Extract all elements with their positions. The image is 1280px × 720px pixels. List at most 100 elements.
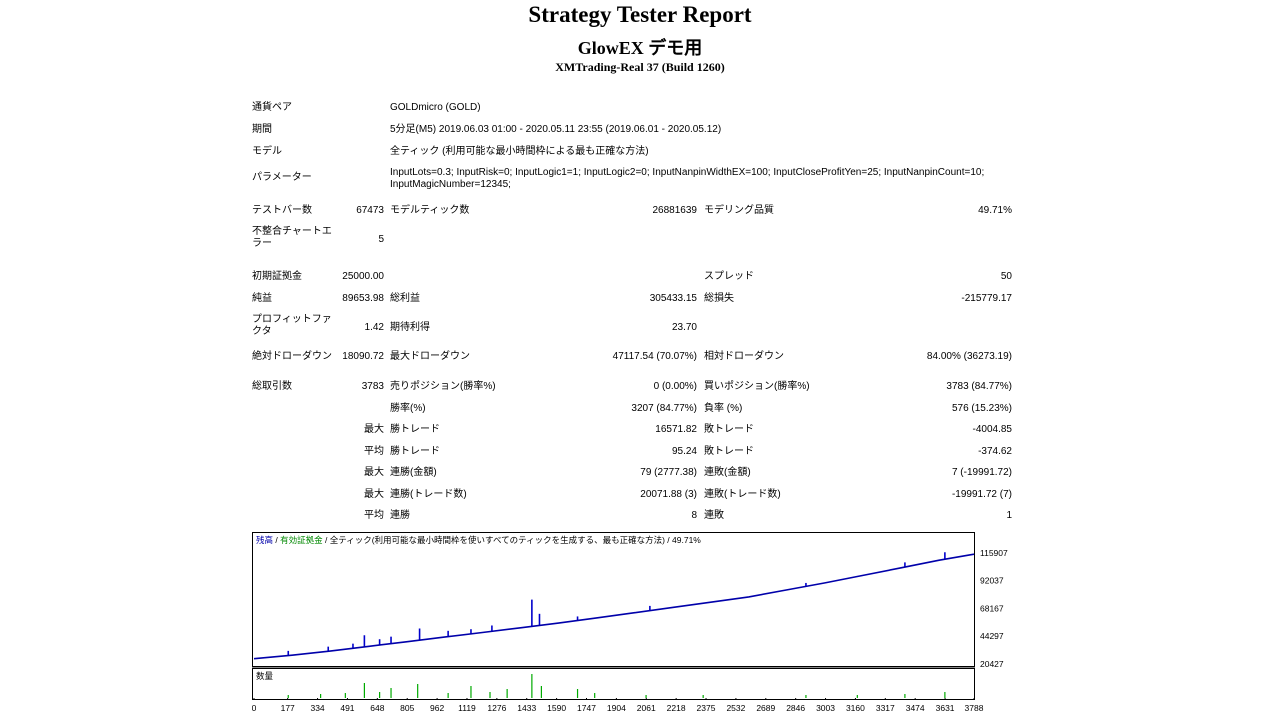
- volume-layer: [287, 674, 946, 698]
- pf-label: プロフィットファクタ: [252, 314, 332, 337]
- x-tick-label: 1119: [458, 703, 476, 713]
- x-tick-label: 1433: [517, 703, 536, 713]
- deposit-value: 25000.00: [342, 271, 384, 282]
- volume-label: 数量: [256, 671, 274, 681]
- x-tick-label: 3317: [876, 703, 895, 713]
- winrate-label: 勝率(%): [390, 403, 426, 414]
- x-axis-ticks: 0 177 334 491 648 805 962 1119 1276 1433 1590 1747 1…: [252, 698, 984, 713]
- avg-cons-wins-value: 8: [691, 510, 697, 521]
- max-dd-label: 最大ドローダウン: [390, 351, 470, 362]
- period-label: 期間: [252, 124, 272, 135]
- x-tick-label: 1747: [577, 703, 596, 713]
- max-cons-losses-label: 連敗(金額): [704, 467, 751, 478]
- avg-loss-label: 敗トレード: [704, 446, 754, 457]
- quality-label: モデリング品質: [704, 205, 774, 216]
- x-tick-label: 334: [310, 703, 324, 713]
- y-tick-label: 92037: [980, 576, 1004, 586]
- y-tick-label: 44297: [980, 631, 1004, 641]
- max-cons-word: 最大: [364, 467, 384, 478]
- x-tick-label: 1904: [607, 703, 626, 713]
- x-tick-label: 2846: [786, 703, 805, 713]
- pair-label: 通貨ペア: [252, 102, 292, 113]
- quality-value: 49.71%: [978, 205, 1012, 216]
- x-tick-label: 648: [370, 703, 384, 713]
- ticks-label: モデルティック数: [390, 205, 470, 216]
- x-tick-label: 3631: [936, 703, 955, 713]
- x-tick-label: 1276: [487, 703, 506, 713]
- expected-value: 23.70: [671, 322, 697, 333]
- y-tick-label: 115907: [980, 548, 1008, 558]
- long-value: 3783 (84.77%): [946, 381, 1012, 392]
- legend-balance: 残高: [256, 535, 273, 545]
- mismatch-value: 5: [378, 234, 384, 245]
- x-tick-label: 3160: [846, 703, 865, 713]
- x-tick-label: 3003: [816, 703, 835, 713]
- x-tick-label: 3474: [906, 703, 925, 713]
- period-value: 5分足(M5) 2019.06.03 01:00 - 2020.05.11 23…: [390, 124, 722, 135]
- max-cons-losses-value: 7 (-19991.72): [951, 467, 1012, 478]
- avg-cons-losses-value: 1: [1006, 510, 1012, 521]
- pf-value: 1.42: [364, 322, 384, 333]
- abs-dd-label: 絶対ドローダウン: [252, 351, 332, 362]
- gross-profit-value: 305433.15: [649, 293, 697, 304]
- x-tick-label: 2532: [726, 703, 745, 713]
- x-tick-label: 491: [340, 703, 354, 713]
- lossrate-label: 負率 (%): [704, 403, 743, 414]
- params-value: InputLots=0.3; InputRisk=0; InputLogic1=…: [390, 167, 985, 190]
- max-cons2-word: 最大: [364, 489, 384, 500]
- x-tick-label: 2061: [637, 703, 656, 713]
- bars-value: 67473: [356, 205, 384, 216]
- long-label: 買いポジション(勝率%): [704, 381, 810, 392]
- short-label: 売りポジション(勝率%): [390, 381, 496, 392]
- report-subtitle: GlowEX デモ用: [577, 38, 703, 58]
- expected-label: 期待利得: [390, 322, 430, 333]
- bars-label: テストバー数: [252, 205, 312, 216]
- max-cons-profit-value: 20071.88 (3): [640, 489, 697, 500]
- avg-loss-value: -374.62: [978, 446, 1012, 457]
- largest-word: 最大: [364, 424, 384, 435]
- mismatch-label: 不整合チャートエラー: [252, 226, 332, 249]
- chart-legend: 残高 / 有効証拠金 / 全ティック(利用可能な最小時間枠を使いすべてのティック…: [256, 535, 701, 545]
- x-tick-label: 1590: [547, 703, 566, 713]
- pair-value: GOLDmicro (GOLD): [390, 102, 481, 113]
- spread-label: スプレッド: [704, 271, 754, 282]
- y-axis-ticks: 115907 92037 68167 44297 20427: [980, 548, 1008, 669]
- max-cons-profit-label: 連勝(トレード数): [390, 489, 467, 500]
- net-value: 89653.98: [342, 293, 384, 304]
- largest-win-label: 勝トレード: [390, 424, 440, 435]
- params-label: パラメーター: [252, 172, 312, 183]
- y-tick-label: 68167: [980, 603, 1004, 613]
- spike-layer: [287, 552, 946, 656]
- x-tick-label: 962: [430, 703, 444, 713]
- trades-value: 3783: [361, 381, 384, 392]
- net-label: 純益: [252, 293, 272, 304]
- main-plot-frame: [252, 532, 975, 667]
- rel-dd-value: 84.00% (36273.19): [926, 351, 1012, 362]
- largest-win-value: 16571.82: [655, 424, 697, 435]
- gross-loss-value: -215779.17: [961, 293, 1012, 304]
- model-label: モデル: [252, 146, 282, 157]
- max-cons-wins-value: 79 (2777.38): [640, 467, 697, 478]
- abs-dd-value: 18090.72: [342, 351, 384, 362]
- gross-loss-label: 総損失: [704, 293, 734, 304]
- ticks-value: 26881639: [652, 205, 698, 216]
- spread-value: 50: [1000, 271, 1012, 282]
- x-tick-label: 2218: [667, 703, 686, 713]
- report-server: XMTrading-Real 37 (Build 1260): [555, 60, 725, 74]
- short-value: 0 (0.00%): [653, 381, 697, 392]
- avg-win-value: 95.24: [671, 446, 697, 457]
- x-tick-label: 805: [400, 703, 414, 713]
- x-tick-label: 3788: [965, 703, 984, 713]
- x-tick-label: 2375: [697, 703, 716, 713]
- average-word: 平均: [364, 446, 384, 457]
- x-tick-label: 177: [281, 703, 295, 713]
- x-tick-label: 0: [252, 703, 257, 713]
- legend-equity: 有効証拠金: [280, 535, 323, 545]
- gross-profit-label: 総利益: [390, 293, 420, 304]
- legend-sep-2: /: [323, 535, 330, 545]
- model-value: 全ティック (利用可能な最小時間枠による最も正確な方法): [390, 146, 649, 157]
- x-tick-label: 2689: [756, 703, 775, 713]
- avg-cons-word: 平均: [364, 510, 384, 521]
- max-cons-loss-value: -19991.72 (7): [951, 489, 1012, 500]
- rel-dd-label: 相対ドローダウン: [704, 351, 784, 362]
